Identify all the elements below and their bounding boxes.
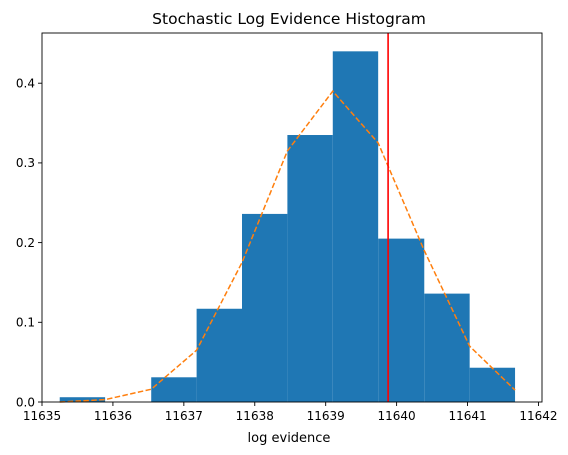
x-tick-label: 11640	[378, 409, 416, 423]
y-axis: 0.0 0.1 0.2 0.3 0.4	[16, 77, 42, 409]
density-curve-layer	[59, 89, 516, 403]
histogram-bar	[151, 377, 197, 402]
histogram-bar	[287, 135, 333, 403]
histogram-bar	[332, 51, 379, 403]
plot-border	[41, 32, 543, 403]
histogram-bar	[242, 213, 288, 402]
y-tick-label: 0.1	[16, 316, 35, 330]
x-axis: 11635 11636 11637 11638 11639 11640 11641 11642	[23, 402, 558, 423]
x-tick-label: 11637	[165, 409, 203, 423]
chart-title: Stochastic Log Evidence Histogram	[152, 10, 426, 28]
histogram-bar	[378, 238, 425, 402]
y-tick-label: 0.0	[16, 395, 35, 409]
x-tick-label: 11642	[519, 409, 557, 423]
y-tick-label: 0.3	[16, 156, 35, 170]
histogram-bar	[59, 397, 106, 402]
y-tick-label: 0.2	[16, 236, 35, 250]
x-tick-label: 11638	[236, 409, 274, 423]
histogram-bar	[424, 293, 470, 402]
x-tick-label: 11635	[23, 409, 61, 423]
x-tick-label: 11639	[307, 409, 345, 423]
histogram-bar	[469, 367, 516, 402]
histogram-bar	[196, 308, 242, 402]
density-curve	[59, 89, 516, 403]
x-tick-label: 11636	[94, 409, 132, 423]
plot-frame	[41, 32, 543, 403]
histogram-bars	[59, 51, 516, 403]
y-tick-label: 0.4	[16, 77, 35, 91]
x-axis-title: log evidence	[248, 431, 331, 446]
x-tick-label: 11641	[448, 409, 486, 423]
